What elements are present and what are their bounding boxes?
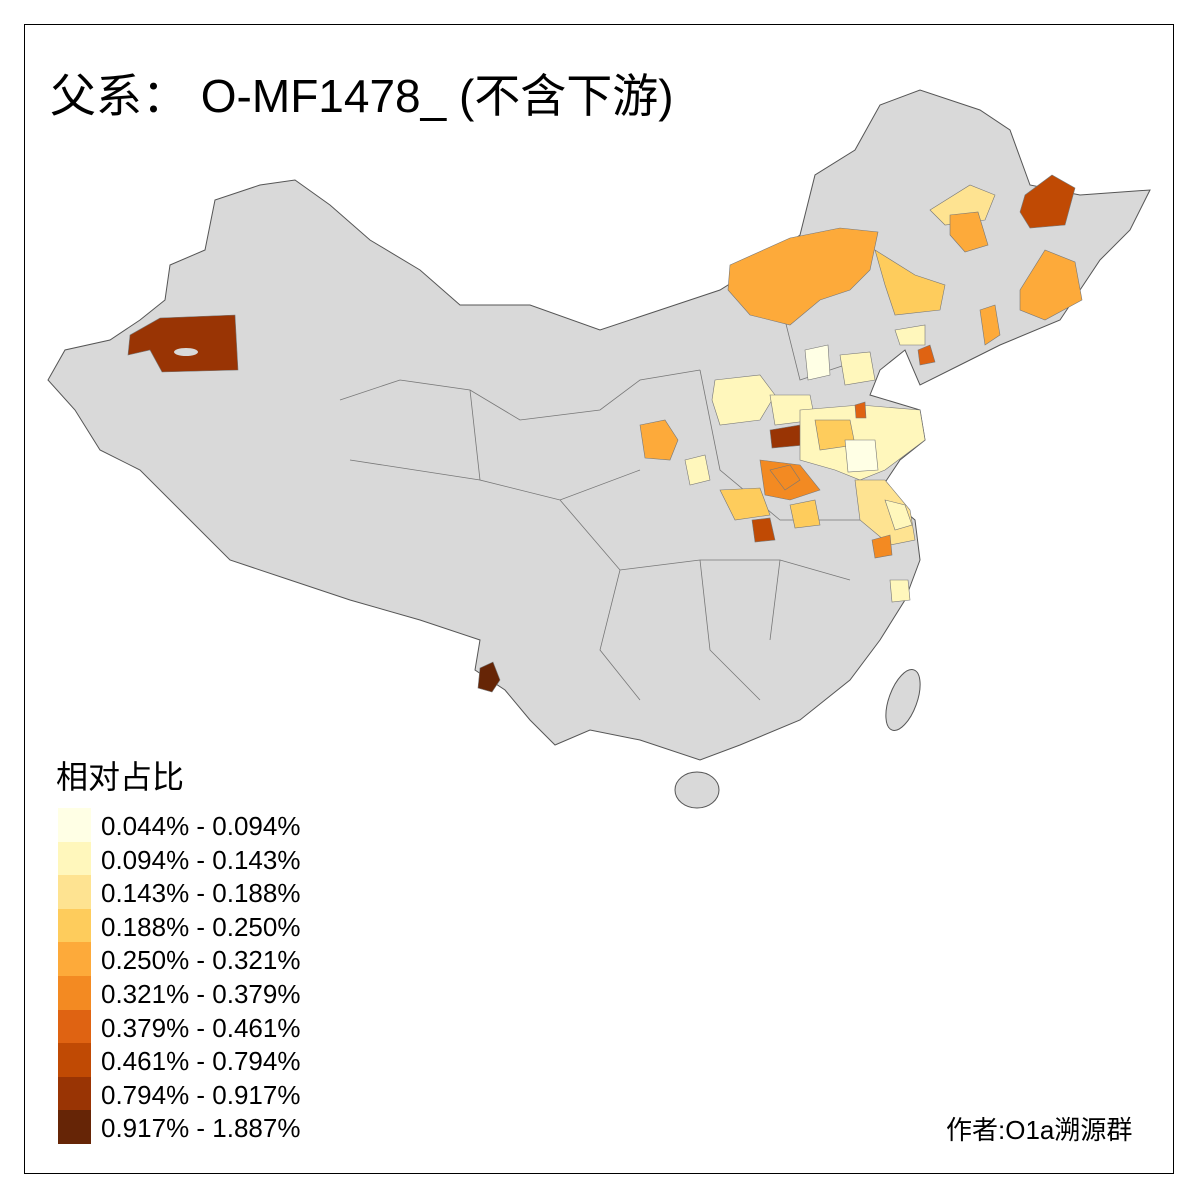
legend-swatch — [58, 875, 91, 910]
legend-item: 0.321% - 0.379% — [58, 976, 358, 1010]
region-shaded — [894, 324, 926, 346]
region-shaded — [839, 351, 876, 386]
legend-label: 0.250% - 0.321% — [101, 945, 301, 976]
map-frame — [24, 24, 1174, 1174]
legend-swatch — [58, 1009, 91, 1044]
legend-item: 0.379% - 0.461% — [58, 1009, 358, 1044]
region-shaded — [884, 499, 913, 531]
region-shaded — [719, 487, 771, 521]
map-title: 父系： O-MF1478_ (不含下游) — [50, 70, 674, 122]
region-shaded — [854, 401, 867, 419]
region-shaded — [804, 344, 831, 381]
region-shaded — [979, 304, 1001, 346]
china-mainland — [47, 89, 1151, 761]
region-shaded — [127, 314, 239, 373]
legend-label: 0.143% - 0.188% — [101, 878, 301, 909]
legend-item: 0.143% - 0.188% — [58, 875, 358, 910]
legend-label: 0.321% - 0.379% — [101, 979, 301, 1009]
region-shaded — [949, 211, 989, 253]
region-gap — [174, 348, 198, 356]
legend-swatch — [58, 841, 91, 876]
legend-swatch — [58, 908, 91, 943]
region-shaded — [751, 517, 776, 543]
legend-item: 0.794% - 0.917% — [58, 1076, 358, 1111]
legend-swatch — [58, 1043, 91, 1078]
taiwan — [885, 669, 921, 731]
region-shaded — [684, 454, 711, 486]
legend-label: 0.379% - 0.461% — [101, 1012, 301, 1043]
region-shaded — [477, 661, 501, 693]
legend-label: 0.917% - 1.887% — [101, 1113, 301, 1144]
legend-item: 0.188% - 0.250% — [58, 908, 358, 943]
region-shaded — [789, 499, 821, 529]
region-shaded — [711, 374, 776, 426]
legend-item: 0.044% - 0.094% — [58, 808, 358, 842]
region-shaded — [1019, 249, 1083, 321]
legend-label: 0.794% - 0.917% — [101, 1079, 301, 1110]
region-shaded — [874, 249, 946, 316]
legend-label: 0.188% - 0.250% — [101, 911, 301, 942]
author-credit: 作者:O1a溯源群 — [946, 1115, 1133, 1145]
region-shaded — [889, 579, 911, 603]
legend-label: 0.044% - 0.094% — [101, 811, 301, 841]
legend-label: 0.461% - 0.794% — [101, 1046, 301, 1077]
region-shaded — [769, 464, 801, 491]
region-shaded — [917, 344, 936, 366]
legend-swatch — [58, 976, 91, 1010]
legend-item: 0.094% - 0.143% — [58, 841, 358, 876]
region-shaded — [844, 439, 879, 473]
legend-title: 相对占比 — [56, 759, 185, 795]
region-shaded — [727, 227, 879, 326]
legend-item: 0.917% - 1.887% — [58, 1110, 358, 1145]
hainan — [674, 771, 720, 809]
legend-item: 0.250% - 0.321% — [58, 942, 358, 977]
region-shaded — [1019, 174, 1076, 229]
legend-swatch — [58, 942, 91, 977]
legend-swatch — [58, 1076, 91, 1111]
region-shaded — [639, 419, 679, 461]
region-shaded — [871, 534, 893, 559]
legend-swatch — [58, 808, 91, 842]
legend-item: 0.461% - 0.794% — [58, 1043, 358, 1078]
legend-label: 0.094% - 0.143% — [101, 844, 301, 875]
legend-swatch — [58, 1110, 91, 1145]
